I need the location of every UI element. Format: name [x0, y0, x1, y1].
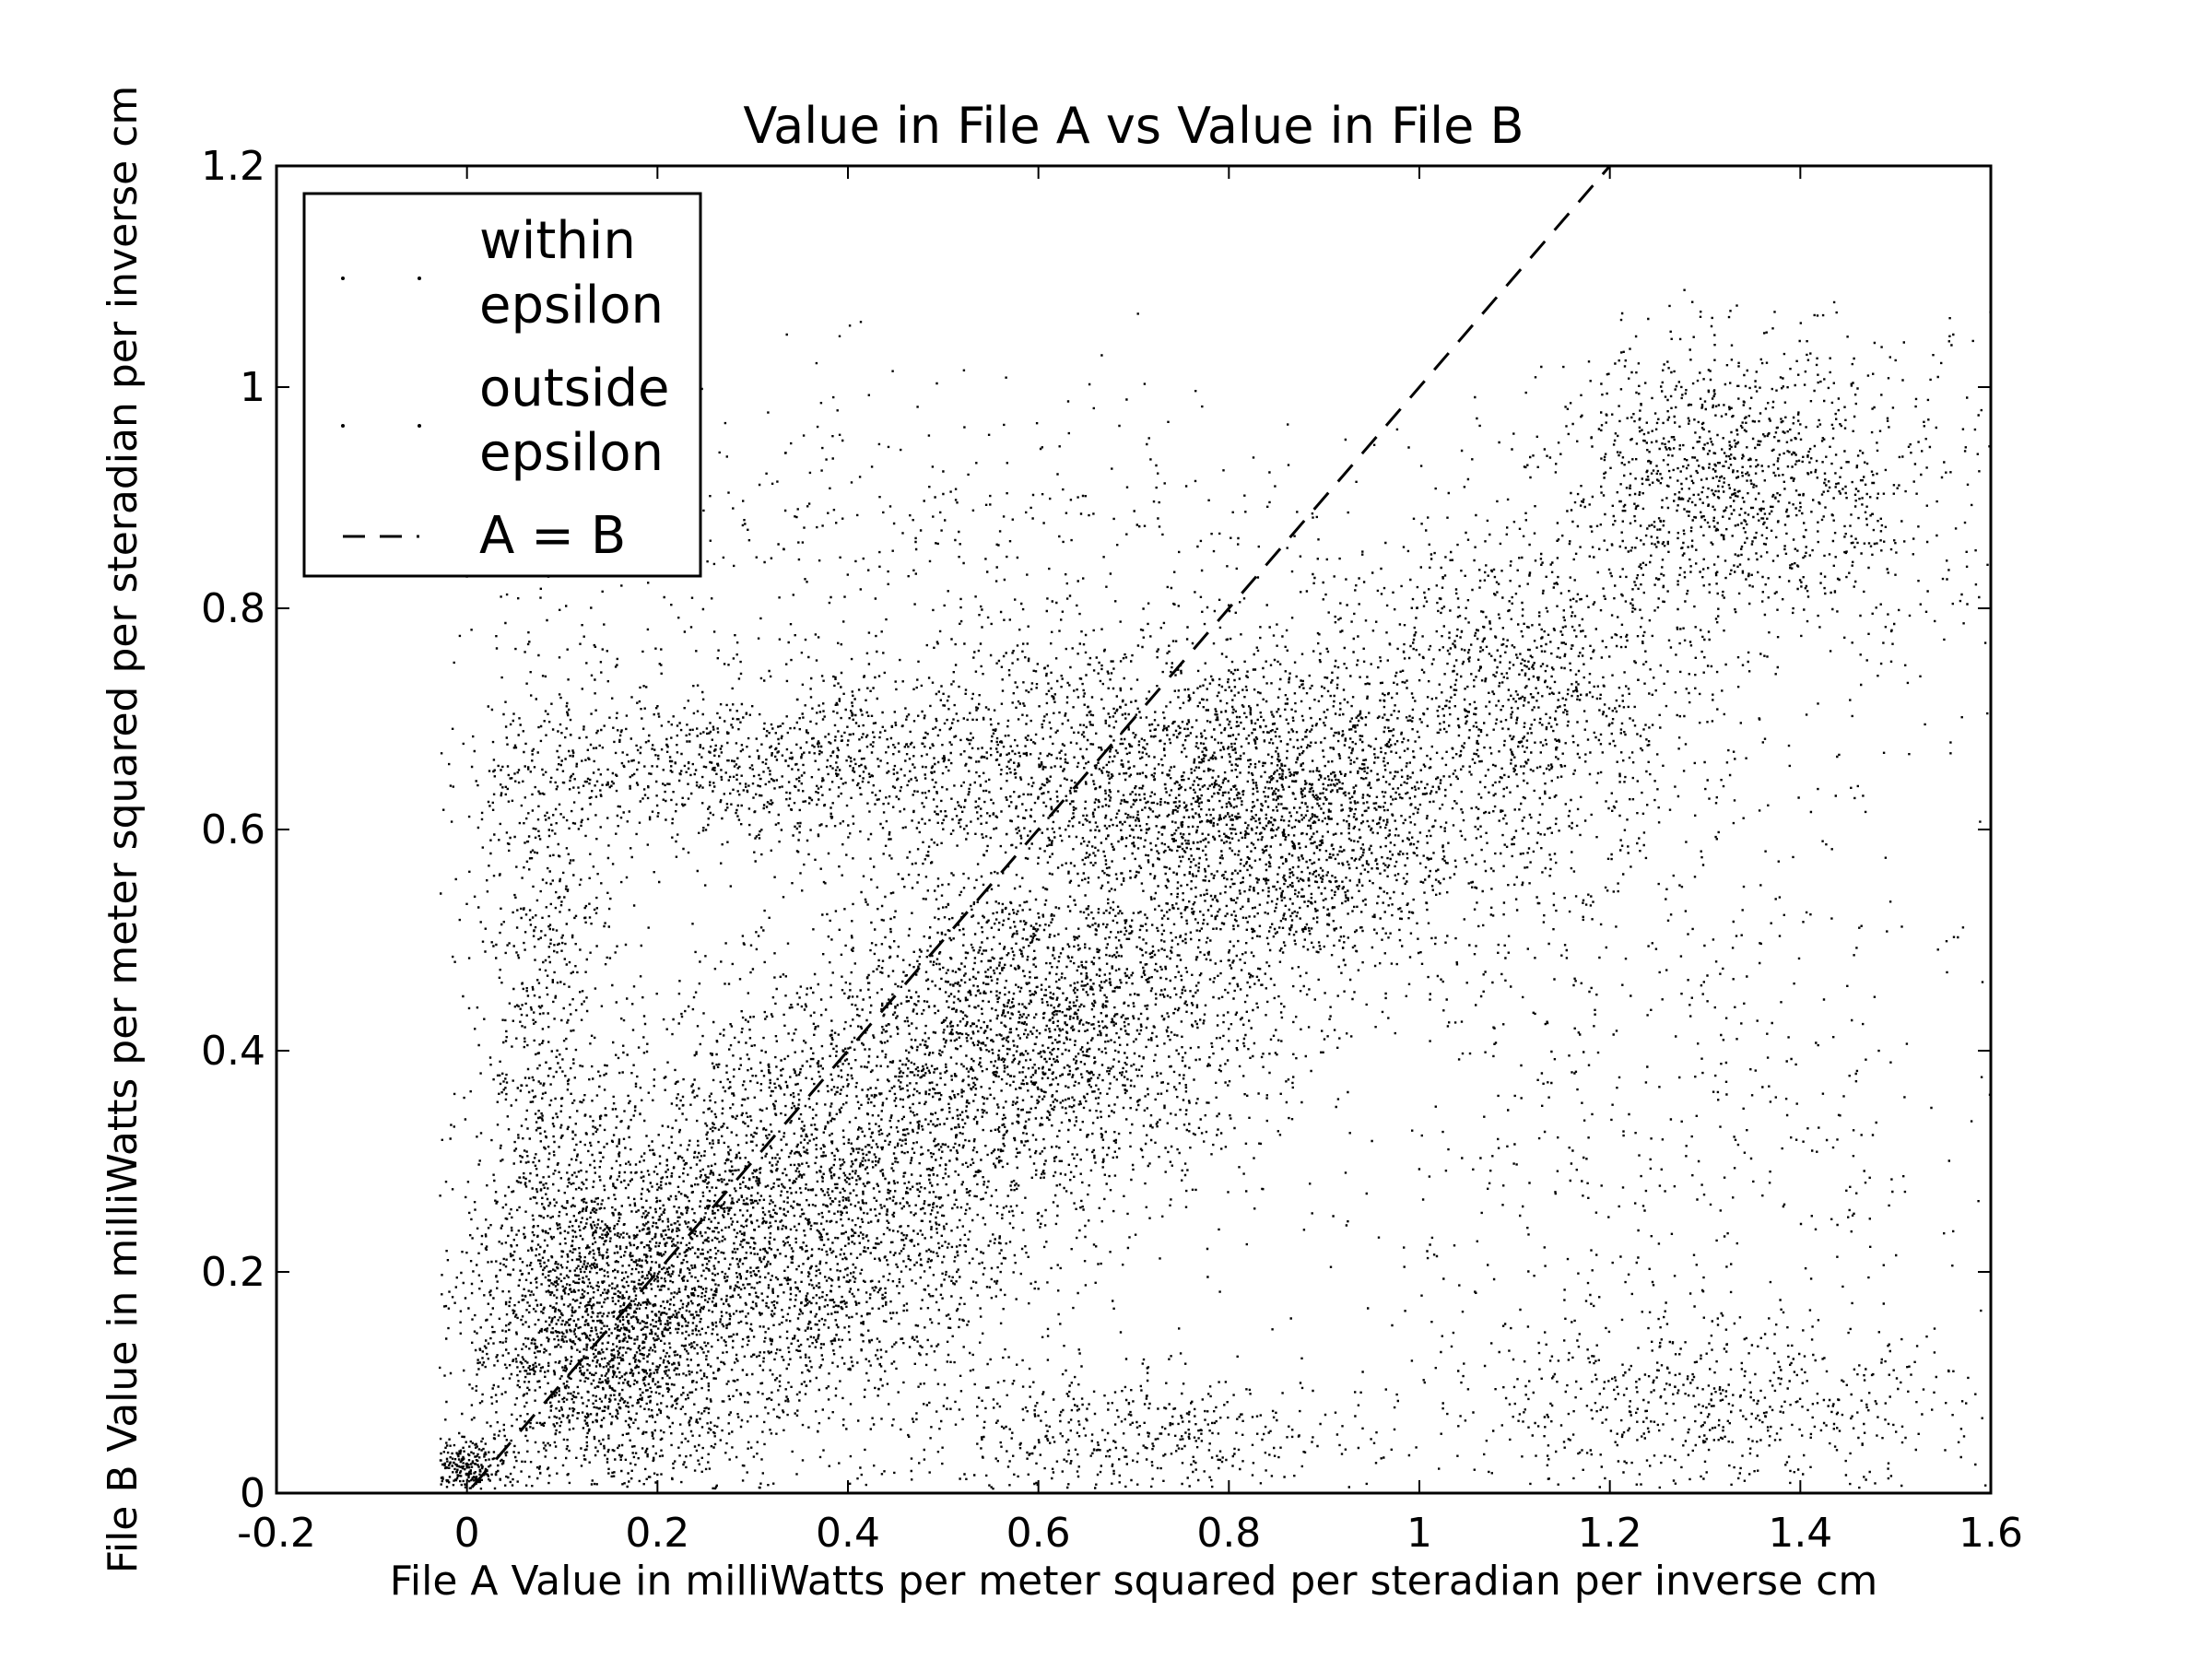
y-tick-label: 0.8 [201, 585, 265, 632]
legend-label-within-epsilon: within epsilon [479, 211, 664, 335]
axis-ticks: -0.2 0 0.2 0.4 0.6 0.8 1 1.2 1.4 1.600.20.40.60.8… [201, 143, 2023, 1557]
y-tick-label: 0.2 [201, 1249, 265, 1296]
x-tick-label: 1.2 [1578, 1510, 1642, 1557]
x-tick-label: 0.6 [1006, 1510, 1071, 1557]
chart-title: Value in File A vs Value in File B [743, 97, 1524, 155]
legend-label-identity-line: A = B [479, 506, 626, 566]
legend-marker-within-epsilon-right [418, 276, 421, 280]
x-tick-label: 1.4 [1768, 1510, 1832, 1557]
legend-label-outside-epsilon-line1: outside [479, 359, 669, 418]
identity-line-path [465, 166, 1611, 1493]
y-tick-label: 0.4 [201, 1028, 265, 1075]
x-tick-label: 0.4 [816, 1510, 880, 1557]
x-tick-label: -0.2 [237, 1510, 316, 1557]
identity-line [465, 166, 1611, 1493]
legend-label-within-epsilon-line2: epsilon [479, 276, 664, 335]
series-points-outside-epsilon [440, 300, 1991, 1490]
x-tick-label: 0.8 [1196, 1510, 1261, 1557]
legend-label-outside-epsilon: outside epsilon [479, 359, 686, 483]
legend-marker-within-epsilon-left [341, 276, 345, 280]
legend-marker-outside-epsilon-left [341, 424, 345, 428]
y-tick-label: 0.6 [201, 806, 265, 853]
x-axis-label: File A Value in milliWatts per meter squ… [390, 1558, 1877, 1605]
scatter-points [439, 288, 1991, 1490]
x-tick-label: 1 [1406, 1510, 1432, 1557]
x-tick-label: 0 [454, 1510, 480, 1557]
y-axis-label: File B Value in milliWatts per meter squ… [100, 86, 147, 1574]
legend-box [302, 192, 702, 578]
legend-label-outside-epsilon-line2: epsilon [479, 423, 664, 483]
x-tick-label: 1.6 [1959, 1510, 2023, 1557]
y-tick-label: 1.2 [201, 143, 265, 190]
x-tick-label: 0.2 [625, 1510, 689, 1557]
legend-marker-outside-epsilon-right [418, 424, 421, 428]
legend: within epsilon outside epsilon A = B [302, 192, 702, 578]
y-tick-label: 1 [240, 364, 265, 411]
y-tick-label: 0 [240, 1470, 265, 1517]
legend-label-within-epsilon-line1: within [479, 211, 636, 271]
